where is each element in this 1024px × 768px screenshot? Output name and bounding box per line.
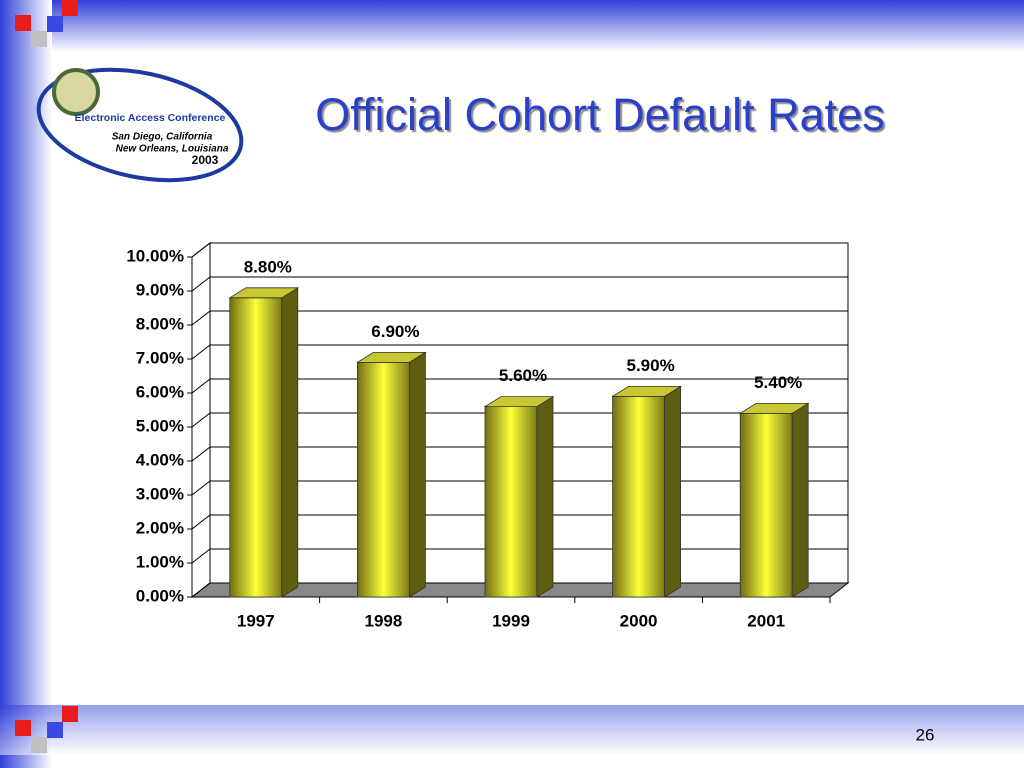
x-tick-label: 1999 [492, 611, 530, 630]
grid-line [191, 276, 848, 292]
left-band [0, 0, 52, 768]
page-number: 26 [916, 725, 935, 744]
bottom-band [0, 705, 1024, 755]
logo-name: Electronic Access Conference [75, 112, 226, 124]
corner-squares [15, 0, 78, 753]
y-tick-label: 9.00% [136, 280, 184, 299]
value-label: 8.80% [244, 257, 292, 276]
x-tick-label: 2001 [747, 611, 785, 630]
value-label: 5.60% [499, 366, 547, 385]
bar-top [356, 351, 427, 363]
bar [739, 412, 793, 598]
bar [484, 406, 538, 598]
top-band [0, 0, 1024, 52]
grid-line [191, 378, 848, 394]
bar-side [281, 287, 299, 598]
x-tick-label: 2000 [620, 611, 658, 630]
bar-side [408, 351, 426, 598]
value-label: 6.90% [371, 322, 419, 341]
logo-city: San Diego, California [112, 132, 213, 143]
grid-line [191, 344, 848, 360]
logo-city: New Orleans, Louisiana [116, 144, 229, 155]
y-tick-label: 8.00% [136, 314, 184, 333]
bar [229, 297, 283, 598]
chart-title: Official Cohort Default Rates [315, 89, 884, 140]
y-tick-label: 4.00% [136, 450, 184, 469]
bar-top [483, 396, 555, 408]
grid-line [191, 310, 848, 326]
bar-top [738, 402, 810, 414]
bar-top [611, 385, 682, 397]
y-tick-label: 7.00% [136, 348, 184, 367]
y-tick-label: 6.00% [136, 382, 184, 401]
bar [356, 361, 410, 598]
y-tick-label: 0.00% [136, 586, 184, 605]
y-tick-label: 2.00% [136, 518, 184, 537]
y-tick-label: 10.00% [126, 246, 184, 265]
y-tick-label: 5.00% [136, 416, 184, 435]
value-label: 5.90% [626, 356, 674, 375]
value-label: 5.40% [754, 373, 802, 392]
grid-line [191, 242, 848, 258]
bar-side [536, 395, 554, 598]
bar-side [791, 402, 809, 598]
x-tick-label: 1998 [364, 611, 402, 630]
logo-year: 2003 [192, 153, 219, 167]
bar-side [664, 385, 681, 598]
x-tick-label: 1997 [237, 611, 275, 630]
bar [612, 395, 665, 598]
logo: Electronic Access Conference San Diego, … [36, 67, 244, 183]
y-tick-label: 3.00% [136, 484, 184, 503]
y-tick-label: 1.00% [136, 552, 184, 571]
bar-top [228, 287, 300, 299]
